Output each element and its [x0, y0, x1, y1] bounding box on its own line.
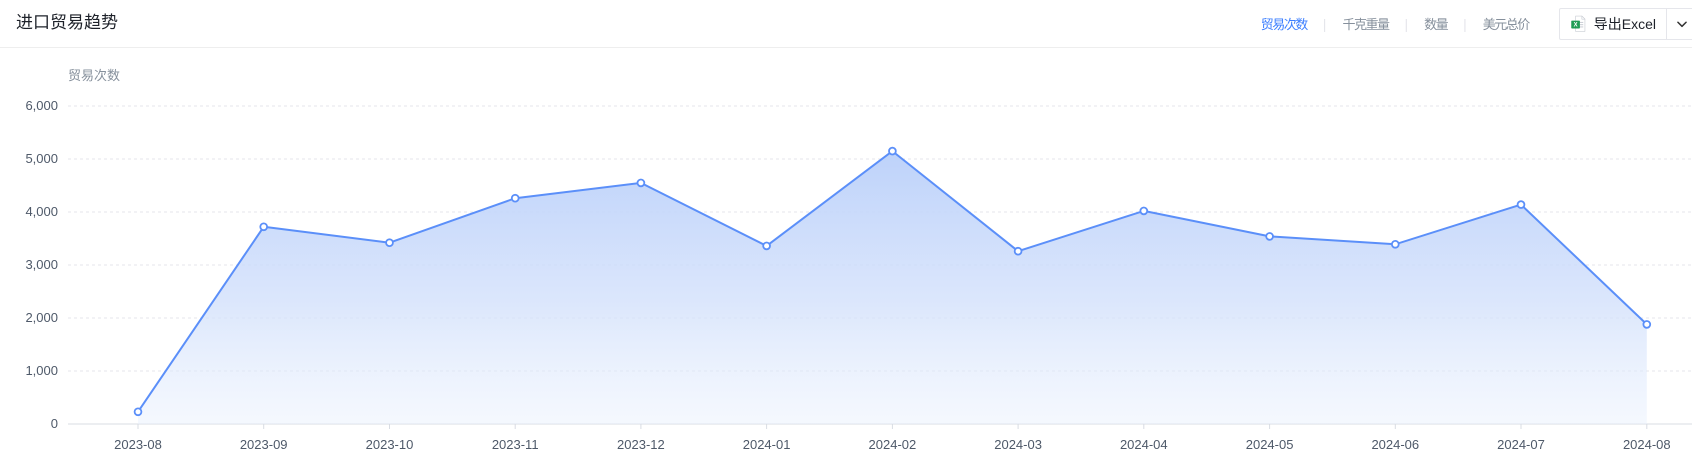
svg-text:6,000: 6,000: [25, 98, 58, 113]
svg-text:2,000: 2,000: [25, 310, 58, 325]
svg-text:2023-12: 2023-12: [617, 437, 665, 452]
svg-text:2024-03: 2024-03: [994, 437, 1042, 452]
svg-text:2023-08: 2023-08: [114, 437, 162, 452]
svg-text:2023-10: 2023-10: [366, 437, 414, 452]
svg-text:2024-02: 2024-02: [869, 437, 917, 452]
svg-text:贸易次数: 贸易次数: [68, 68, 120, 83]
svg-text:2024-01: 2024-01: [743, 437, 791, 452]
svg-text:2024-08: 2024-08: [1623, 437, 1671, 452]
svg-text:2024-07: 2024-07: [1497, 437, 1545, 452]
svg-text:1,000: 1,000: [25, 363, 58, 378]
svg-text:5,000: 5,000: [25, 151, 58, 166]
svg-text:0: 0: [51, 416, 58, 431]
svg-text:3,000: 3,000: [25, 257, 58, 272]
svg-text:2024-05: 2024-05: [1246, 437, 1294, 452]
svg-text:4,000: 4,000: [25, 204, 58, 219]
svg-text:2024-06: 2024-06: [1371, 437, 1419, 452]
svg-text:2023-11: 2023-11: [492, 437, 539, 452]
svg-text:2024-04: 2024-04: [1120, 437, 1168, 452]
svg-text:2023-09: 2023-09: [240, 437, 288, 452]
